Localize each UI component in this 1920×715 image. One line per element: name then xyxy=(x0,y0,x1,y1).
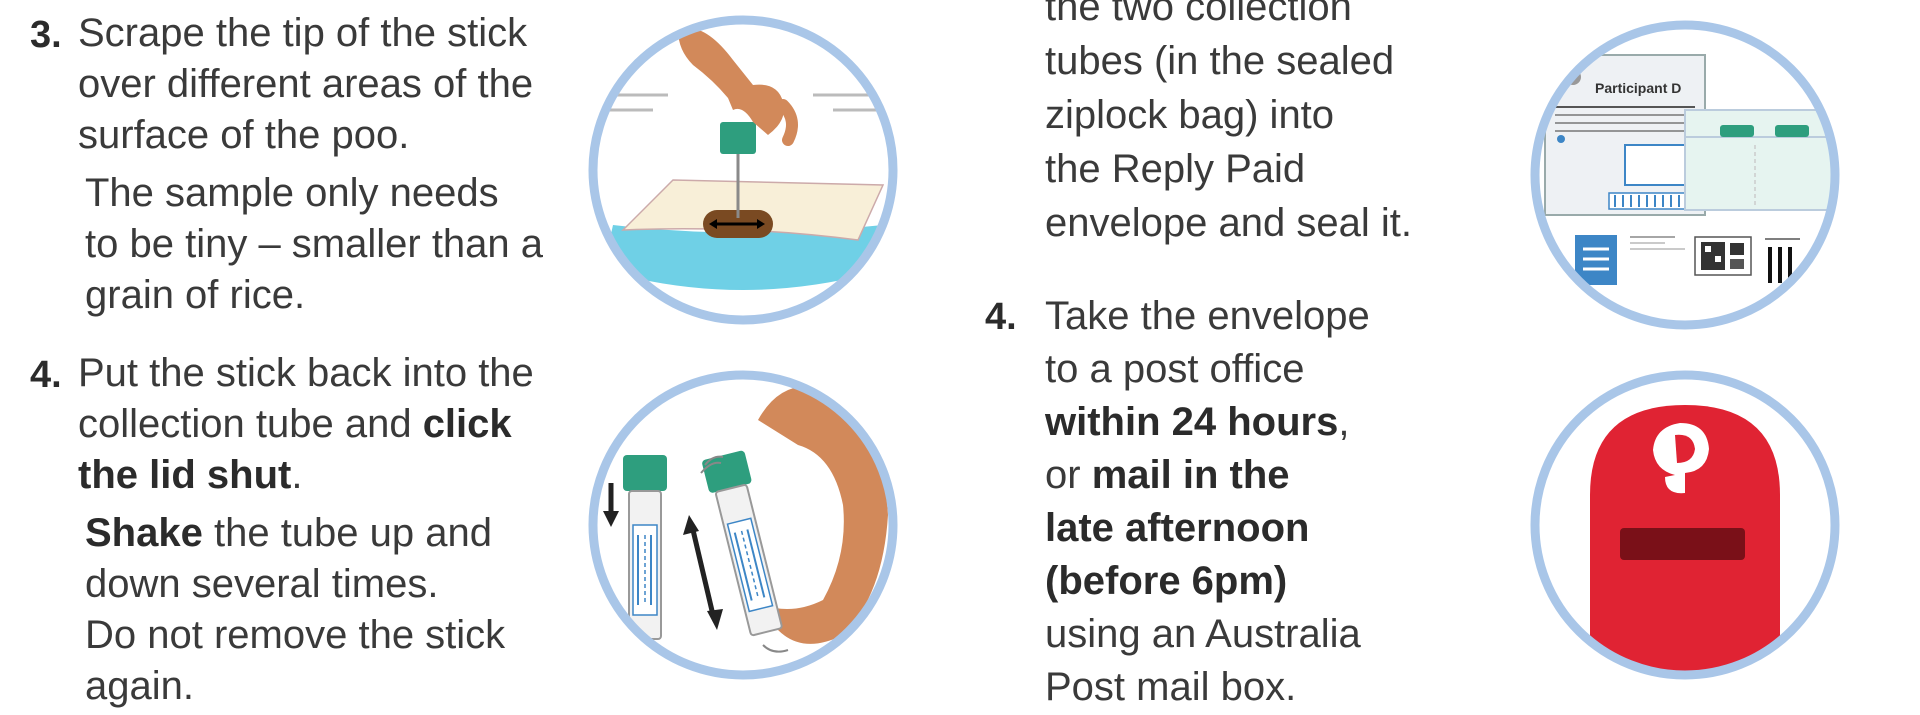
step-line: the Reply Paid xyxy=(1045,147,1306,191)
step-text-fragment: or xyxy=(1045,453,1092,497)
step-line: Scrape the tip of the stick xyxy=(78,11,528,55)
step-line: ziplock bag) into xyxy=(1045,93,1335,137)
step-number: 4. xyxy=(985,296,1017,338)
step-line: Do not remove the stick xyxy=(85,613,506,657)
step-line: the lid shut. xyxy=(78,450,534,501)
step-line: over different areas of the xyxy=(78,62,534,106)
right-step-4: 4. Take the envelope to a post office wi… xyxy=(985,290,1465,715)
step-text: Scrape the tip of the stick over differe… xyxy=(78,8,533,161)
step-line: The sample only needs xyxy=(85,171,499,215)
step-line: surface of the poo. xyxy=(78,113,410,157)
step-number: 3. xyxy=(30,14,62,56)
emphasis-text: the lid shut xyxy=(78,453,292,497)
emphasis-text: (before 6pm) xyxy=(1045,559,1288,603)
step-line: grain of rice. xyxy=(85,273,306,317)
step-line: again. xyxy=(85,664,194,708)
step-text-fragment: . xyxy=(291,453,303,497)
step-line: to a post office xyxy=(1045,347,1305,391)
step-line: tubes (in the sealed xyxy=(1045,39,1395,83)
step-subtext: The sample only needs to be tiny – small… xyxy=(85,168,543,321)
left-step-4: 4. Put the stick back into the collectio… xyxy=(30,348,570,715)
step-text: the two collection tubes (in the sealed … xyxy=(1045,0,1412,250)
step-line: Put the stick back into the xyxy=(78,351,534,395)
emphasis-text: Shake xyxy=(85,511,203,555)
step-line: or mail in the xyxy=(1045,449,1370,502)
step-line: late afternoon xyxy=(1045,502,1370,555)
right-step-3-continued: the two collection tubes (in the sealed … xyxy=(1045,0,1465,260)
step-line: the two collection xyxy=(1045,0,1352,29)
emphasis-text: click xyxy=(422,402,512,446)
emphasis-text: late afternoon xyxy=(1045,506,1310,550)
step-text-fragment: the tube up and xyxy=(202,511,492,555)
step-text: Take the envelope to a post office withi… xyxy=(1045,290,1370,714)
step-line: collection tube and click xyxy=(78,399,534,450)
emphasis-text: mail in the xyxy=(1091,453,1290,497)
step-text: Put the stick back into the collection t… xyxy=(78,348,534,501)
scrape-stick-icon xyxy=(583,10,903,330)
step-subtext: Shake the tube up and down several times… xyxy=(85,508,505,712)
step-line: Take the envelope xyxy=(1045,294,1370,338)
step-line: Shake the tube up and xyxy=(85,508,505,559)
envelope-form-icon: Participant D xyxy=(1525,15,1845,335)
left-step-3: 3. Scrape the tip of the stick over diff… xyxy=(30,8,570,328)
step-line: down several times. xyxy=(85,562,439,606)
step-line: to be tiny – smaller than a xyxy=(85,222,544,266)
emphasis-text: within 24 hours xyxy=(1045,400,1339,444)
step-number: 4. xyxy=(30,354,62,396)
form-title: Participant D xyxy=(1595,80,1681,96)
step-line: Post mail box. xyxy=(1045,665,1297,709)
post-box-icon xyxy=(1525,365,1845,685)
step-text-fragment: collection tube and xyxy=(78,402,423,446)
step-line: (before 6pm) xyxy=(1045,555,1370,608)
step-line: envelope and seal it. xyxy=(1045,201,1412,245)
step-text-fragment: , xyxy=(1338,400,1350,444)
step-line: within 24 hours, xyxy=(1045,396,1370,449)
step-line: using an Australia xyxy=(1045,612,1361,656)
shake-tube-icon xyxy=(583,365,903,685)
